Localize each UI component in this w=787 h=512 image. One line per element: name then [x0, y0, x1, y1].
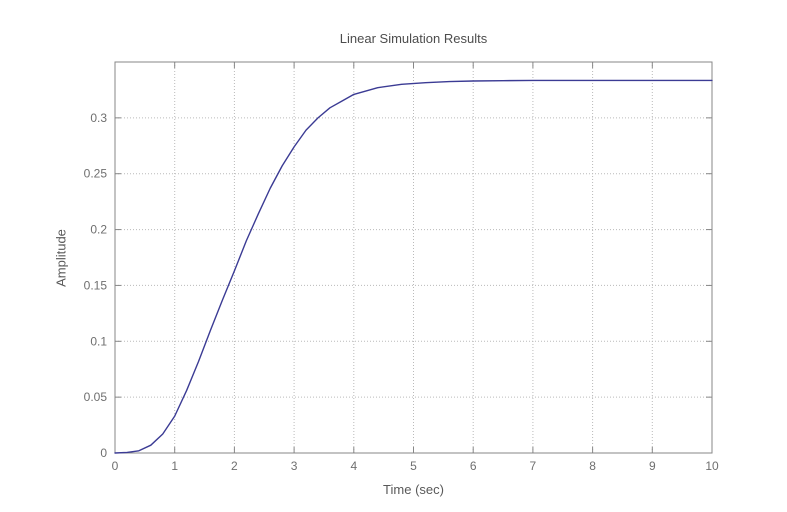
y-axis-label: Amplitude — [53, 229, 69, 287]
x-tick-label: 7 — [530, 459, 537, 473]
plot-title: Linear Simulation Results — [339, 31, 488, 46]
y-tick-label: 0 — [100, 446, 107, 460]
x-tick-label: 5 — [410, 459, 417, 473]
x-tick-label: 0 — [112, 459, 119, 473]
y-tick-label: 0.2 — [90, 223, 107, 237]
response-curve — [114, 79, 713, 454]
x-tick-label: 6 — [470, 459, 477, 473]
y-tick-label: 0.15 — [84, 278, 108, 292]
x-tick-label: 3 — [291, 459, 298, 473]
x-tick-label: 2 — [231, 459, 238, 473]
y-tick-label: 0.25 — [84, 167, 108, 181]
y-tick-label: 0.05 — [84, 390, 108, 404]
x-tick-label: 8 — [589, 459, 596, 473]
x-tick-label: 4 — [350, 459, 357, 473]
x-tick-label: 10 — [705, 459, 719, 473]
x-axis-label: Time (sec) — [383, 482, 444, 497]
y-tick-label: 0.3 — [90, 111, 107, 125]
y-tick-label: 0.1 — [90, 334, 107, 348]
x-tick-label: 9 — [649, 459, 656, 473]
x-tick-label: 1 — [171, 459, 178, 473]
